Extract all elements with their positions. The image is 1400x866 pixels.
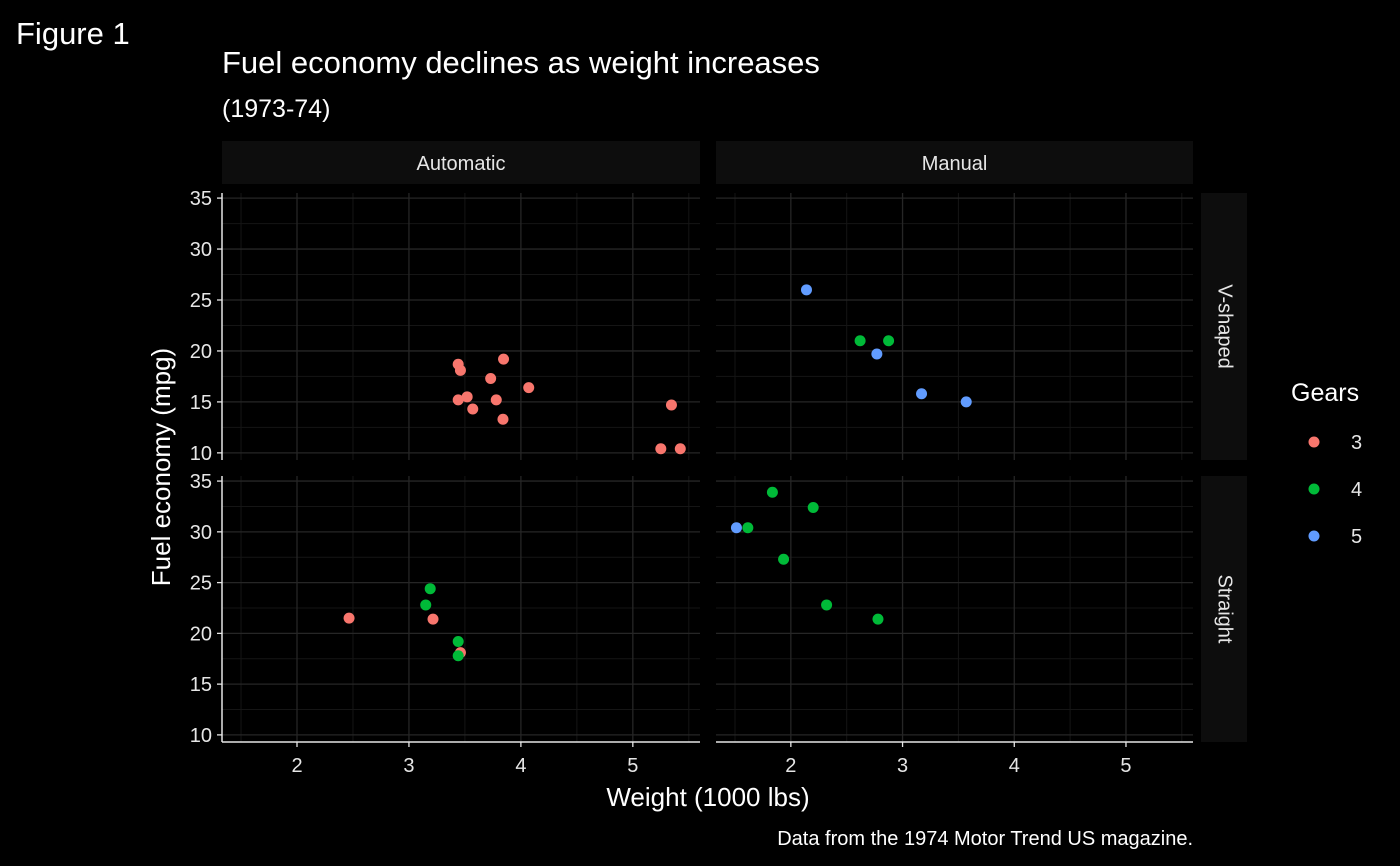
y-tick-label: 20 — [190, 341, 212, 363]
x-tick-label: 3 — [403, 755, 414, 777]
legend-key — [1308, 530, 1320, 542]
x-tick-label: 5 — [627, 755, 638, 777]
facet-strip-row — [1201, 193, 1247, 460]
x-tick-label: 2 — [291, 755, 302, 777]
data-point — [343, 612, 355, 624]
y-tick-label: 15 — [190, 392, 212, 414]
data-point — [655, 443, 667, 455]
data-point — [778, 553, 790, 565]
chart-subtitle: (1973-74) — [222, 95, 330, 123]
data-point — [821, 599, 833, 611]
legend-key — [1308, 483, 1320, 495]
data-point — [467, 403, 479, 415]
legend-label: 4 — [1351, 479, 1362, 501]
data-point — [742, 522, 754, 534]
data-point — [766, 486, 778, 498]
legend-key — [1308, 436, 1320, 448]
facet-strip-row — [1201, 476, 1247, 742]
facet-strip-column — [716, 141, 1193, 184]
facet-strip-column — [222, 141, 700, 184]
data-point — [730, 522, 742, 534]
x-tick-label: 4 — [1009, 755, 1020, 777]
x-tick-label: 5 — [1120, 755, 1131, 777]
data-point — [497, 413, 509, 425]
y-tick-label: 25 — [190, 290, 212, 312]
y-tick-label: 30 — [190, 522, 212, 544]
data-point — [485, 372, 497, 384]
figure-label: Figure 1 — [16, 16, 130, 51]
facet-strip-row-label: V-shaped — [1214, 284, 1236, 369]
data-point — [424, 583, 436, 595]
y-axis-title: Fuel economy (mpg) — [146, 348, 176, 586]
data-point — [523, 382, 535, 394]
data-point — [916, 388, 928, 400]
data-point — [452, 635, 464, 647]
y-tick-label: 25 — [190, 573, 212, 595]
y-tick-label: 35 — [190, 471, 212, 493]
facet-strip-column-label: Automatic — [417, 153, 506, 175]
x-tick-label: 4 — [515, 755, 526, 777]
data-point — [854, 335, 866, 347]
data-point — [420, 599, 432, 611]
data-point — [427, 613, 439, 625]
y-tick-label: 35 — [190, 188, 212, 210]
y-tick-label: 30 — [190, 239, 212, 261]
data-point — [807, 501, 819, 513]
data-point — [800, 284, 812, 296]
data-point — [872, 613, 884, 625]
y-tick-label: 15 — [190, 674, 212, 696]
legend-title: Gears — [1291, 379, 1359, 407]
y-tick-label: 10 — [190, 725, 212, 747]
legend-label: 5 — [1351, 526, 1362, 548]
y-tick-label: 10 — [190, 443, 212, 465]
data-point — [665, 399, 677, 411]
data-point — [452, 394, 464, 406]
x-tick-label: 3 — [897, 755, 908, 777]
data-point — [960, 396, 972, 408]
data-point — [498, 353, 510, 365]
chart-title: Fuel economy declines as weight increase… — [222, 45, 820, 80]
chart-caption: Data from the 1974 Motor Trend US magazi… — [777, 828, 1193, 850]
y-tick-label: 20 — [190, 623, 212, 645]
data-point — [454, 364, 466, 376]
facet-strip-column-label: Manual — [922, 153, 988, 175]
x-axis-title: Weight (1000 lbs) — [606, 782, 809, 812]
legend-label: 3 — [1351, 432, 1362, 454]
data-point — [674, 443, 686, 455]
data-point — [871, 348, 883, 360]
data-point — [490, 394, 502, 406]
data-point — [461, 391, 473, 403]
x-tick-label: 2 — [785, 755, 796, 777]
facet-strip-row-label: Straight — [1214, 575, 1236, 644]
data-point — [452, 650, 464, 662]
data-point — [883, 335, 895, 347]
